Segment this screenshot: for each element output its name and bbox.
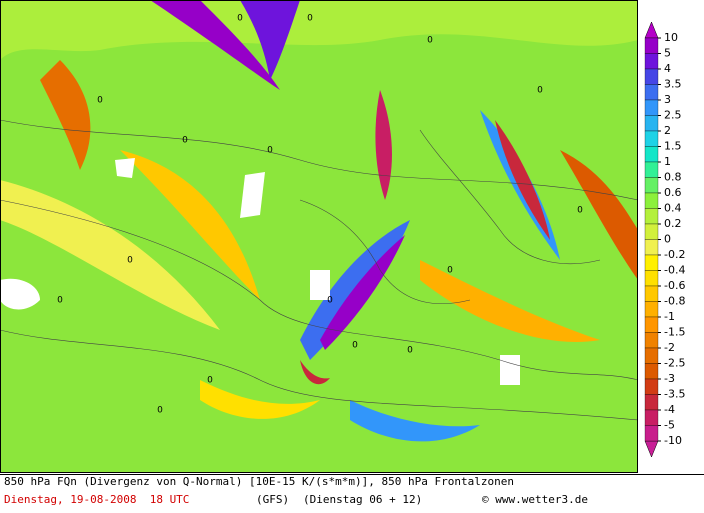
colorbar: 10 5 4 3.5 3 2.5 2 1.5 1 0.8 0.6 0.4 0.2 0 -0.2 -0.4 -0.… (644, 21, 685, 458)
colorbar-band (644, 84, 659, 101)
colorbar-label: -0.2 (664, 248, 685, 261)
colorbar-label: 0.4 (664, 202, 682, 215)
map: 0 0 0 0 0 0 0 0 0 0 0 0 0 0 0 0 (0, 0, 639, 473)
contour-label: 0 (97, 96, 103, 106)
colorbar-label: -0.8 (664, 295, 685, 308)
footer-run: (Dienstag 06 + 12) (303, 493, 422, 506)
colorbar-band (644, 378, 659, 395)
colorbar-label: 0.2 (664, 217, 682, 230)
colorbar-label: -0.6 (664, 279, 685, 292)
colorbar-band (644, 68, 659, 85)
colorbar-label: 10 (664, 31, 678, 44)
contour-label: 0 (577, 206, 583, 216)
contour-label: 0 (307, 14, 313, 24)
contour-label: 0 (537, 86, 543, 96)
colorbar-band (644, 223, 659, 240)
colorbar-band (644, 208, 659, 225)
colorbar-band (644, 146, 659, 163)
contour-label: 0 (127, 256, 133, 266)
colorbar-band (644, 425, 659, 442)
colorbar-label: -10 (664, 434, 682, 447)
colorbar-band (644, 115, 659, 132)
colorbar-label: -3 (664, 372, 675, 385)
footer-copyright: © www.wetter3.de (482, 493, 588, 506)
contour-label: 0 (157, 406, 163, 416)
contour-label: 0 (267, 146, 273, 156)
colorbar-band (644, 192, 659, 209)
colorbar-band (644, 161, 659, 178)
footer-model: (GFS) (256, 493, 289, 506)
contour-label: 0 (327, 296, 333, 306)
colorbar-band (644, 285, 659, 302)
contour-label: 0 (57, 296, 63, 306)
colorbar-under (644, 440, 659, 458)
footer-date: Dienstag, 19-08-2008 18 UTC (4, 493, 189, 506)
colorbar-label: -2 (664, 341, 675, 354)
colorbar-band (644, 394, 659, 411)
colorbar-band (644, 270, 659, 287)
colorbar-label: 2 (664, 124, 671, 137)
contour-label: 0 (207, 376, 213, 386)
colorbar-band (644, 301, 659, 318)
colorbar-label: 5 (664, 47, 671, 60)
contour-label: 0 (237, 14, 243, 24)
contour-labels: 0 0 0 0 0 0 0 0 0 0 0 0 0 0 0 0 (57, 14, 583, 416)
contour-label: 0 (447, 266, 453, 276)
colorbar-band (644, 37, 659, 54)
colorbar-over (644, 21, 659, 39)
colorbar-band (644, 177, 659, 194)
contour-label: 0 (427, 36, 433, 46)
contour-label: 0 (352, 341, 358, 351)
colorbar-label: 4 (664, 62, 671, 75)
colorbar-label: 0 (664, 233, 671, 246)
colorbar-label: -5 (664, 419, 675, 432)
colorbar-label: -4 (664, 403, 675, 416)
colorbar-label: 0.8 (664, 171, 682, 184)
colorbar-band (644, 239, 659, 256)
colorbar-label: 0.6 (664, 186, 682, 199)
colorbar-label: -0.4 (664, 264, 685, 277)
colorbar-label: 1 (664, 155, 671, 168)
colorbar-label: -1.5 (664, 326, 685, 339)
colorbar-label: -2.5 (664, 357, 685, 370)
contour-label: 0 (407, 346, 413, 356)
colorbar-label: 3 (664, 93, 671, 106)
colorbar-band (644, 99, 659, 116)
colorbar-label: 3.5 (664, 78, 682, 91)
colorbar-label: -1 (664, 310, 675, 323)
colorbar-band (644, 332, 659, 349)
colorbar-band (644, 409, 659, 426)
colorbar-band (644, 130, 659, 147)
footer-description: 850 hPa FQn (Divergenz von Q-Normal) [10… (4, 475, 514, 488)
colorbar-band (644, 316, 659, 333)
colorbar-band (644, 254, 659, 271)
contour-label: 0 (182, 136, 188, 146)
colorbar-label: 1.5 (664, 140, 682, 153)
colorbar-band (644, 363, 659, 380)
colorbar-label: 2.5 (664, 109, 682, 122)
colorbar-label: -3.5 (664, 388, 685, 401)
colorbar-band (644, 53, 659, 70)
colorbar-band (644, 347, 659, 364)
